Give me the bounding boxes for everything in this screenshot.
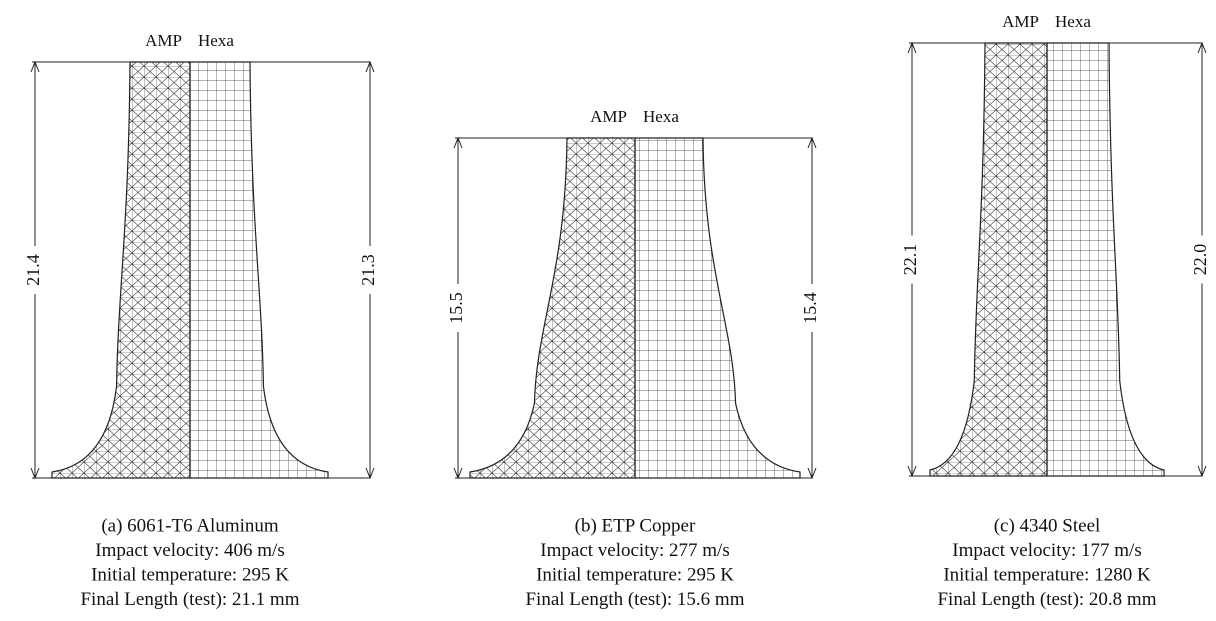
dimension-label: 21.4 — [23, 254, 43, 286]
dimension-label: 21.3 — [358, 254, 378, 286]
amp-label: AMP — [145, 31, 182, 50]
caption-line: Initial temperature: 1280 K — [943, 564, 1151, 585]
caption-line: Final Length (test): 21.1 mm — [80, 589, 299, 610]
amp-label: AMP — [1002, 12, 1039, 31]
caption-line: Impact velocity: 177 m/s — [952, 540, 1141, 561]
caption-line: Final Length (test): 20.8 mm — [937, 589, 1156, 610]
caption-line: (b) ETP Copper — [575, 515, 696, 536]
amp-label: AMP — [590, 107, 627, 126]
dimension-label: 15.5 — [446, 292, 466, 324]
caption-line: Impact velocity: 277 m/s — [540, 540, 729, 561]
dimension-label: 22.1 — [900, 244, 920, 276]
hexa-label: Hexa — [198, 31, 234, 50]
hexa-label: Hexa — [643, 107, 679, 126]
hexa-label: Hexa — [1055, 12, 1091, 31]
dimension-label: 22.0 — [1190, 244, 1210, 276]
caption-line: Final Length (test): 15.6 mm — [525, 589, 744, 610]
dimension-label: 15.4 — [800, 292, 820, 324]
caption-line: Impact velocity: 406 m/s — [95, 540, 284, 561]
caption-line: Initial temperature: 295 K — [536, 564, 734, 585]
caption-line: (c) 4340 Steel — [994, 515, 1101, 536]
caption-line: (a) 6061-T6 Aluminum — [101, 515, 279, 536]
figure: AMP Hexa 21.4 21.3 (a) 6061-T6 Aluminum Impac… — [0, 0, 1216, 621]
caption-line: Initial temperature: 295 K — [91, 564, 289, 585]
